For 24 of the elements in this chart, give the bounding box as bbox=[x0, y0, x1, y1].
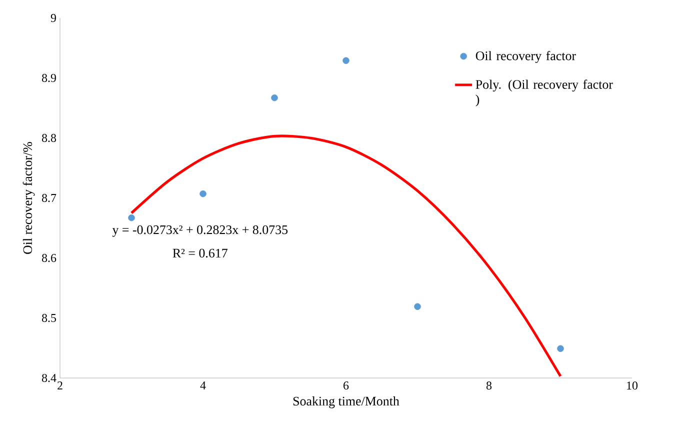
legend-label: Oil recovery factor bbox=[476, 50, 576, 63]
annotation: R² = 0.617 bbox=[172, 248, 228, 258]
y-tick-label: 8.7 bbox=[42, 194, 56, 202]
x-axis-title: Soaking time/Month bbox=[293, 396, 400, 408]
point bbox=[342, 57, 350, 64]
point bbox=[271, 94, 278, 102]
y-tick-label: 9 bbox=[50, 14, 56, 22]
point bbox=[200, 190, 206, 198]
x-tick-label: 2 bbox=[58, 382, 62, 390]
y-tick-label: 8.5 bbox=[42, 314, 56, 322]
x-tick-label: 8 bbox=[486, 382, 492, 390]
point bbox=[557, 345, 564, 352]
x-tick-label: 4 bbox=[200, 382, 206, 390]
y-tick-label: 8.6 bbox=[42, 254, 56, 262]
legend-label: Poly. (Oil recovery factor ) bbox=[476, 80, 613, 106]
x-tick-label: 10 bbox=[627, 382, 638, 390]
annotation: y = -0.0273x² + 0.2823x + 8.0735 bbox=[112, 225, 288, 237]
y-tick-label: 8.8 bbox=[42, 134, 56, 142]
y-tick-label: 8.4 bbox=[42, 374, 56, 382]
point bbox=[414, 303, 421, 310]
y-axis-title: Oil recovery factor/% bbox=[22, 142, 35, 254]
point bbox=[128, 214, 135, 222]
y-tick-label: 8.9 bbox=[42, 74, 56, 82]
x-tick-label: 6 bbox=[344, 382, 349, 390]
